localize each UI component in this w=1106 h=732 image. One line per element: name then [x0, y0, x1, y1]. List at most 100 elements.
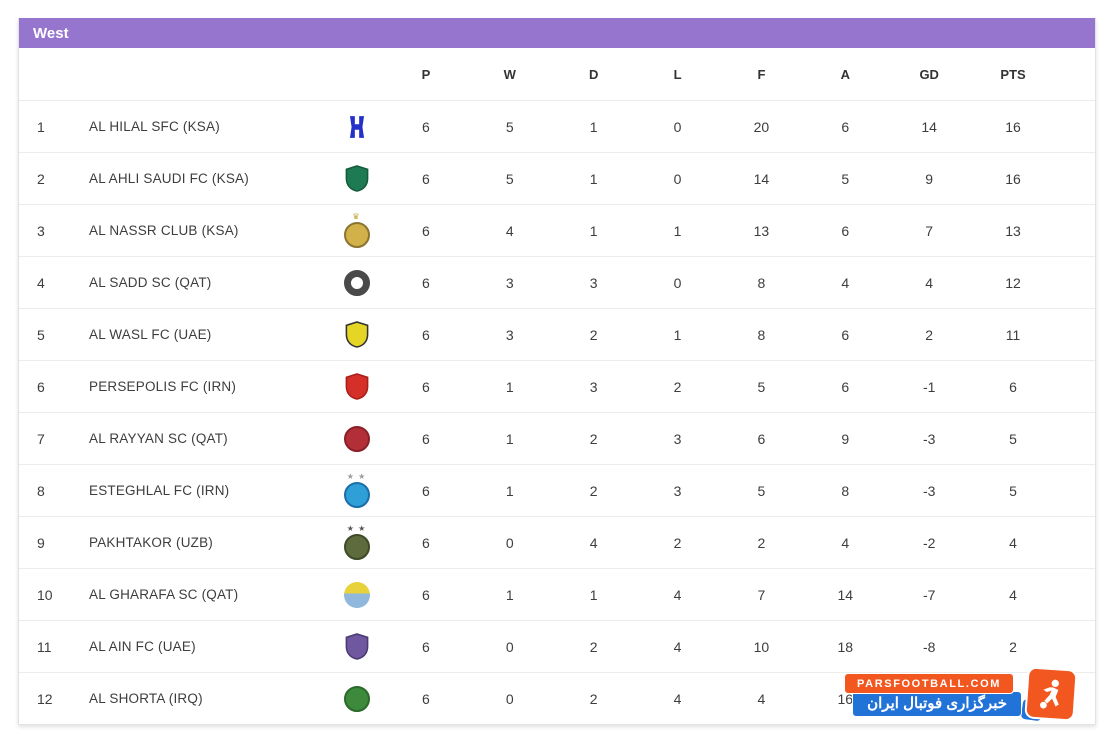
stat-l: 0 — [673, 170, 682, 187]
stat-l: 4 — [673, 638, 682, 655]
watermark-tagline: خبرگزاری فوتبال ایران — [852, 691, 1022, 717]
group-header-bar: West — [19, 18, 1095, 48]
al-ain-crest-icon — [329, 633, 384, 660]
stat-a: 5 — [841, 170, 850, 187]
stat-l: 1 — [673, 222, 682, 239]
stat-d: 2 — [589, 430, 598, 447]
stat-pts: 13 — [1005, 222, 1021, 239]
stat-p: 6 — [422, 430, 430, 447]
team-name: AL SADD SC (QAT) — [89, 275, 212, 290]
stat-d: 1 — [589, 222, 598, 239]
al-shorta-crest-icon — [329, 685, 384, 712]
table-row: 1 AL HILAL SFC (KSA) 6 5 1 0 20 6 14 16 — [19, 100, 1095, 152]
stat-w: 1 — [505, 378, 514, 395]
stat-w: 5 — [505, 118, 514, 135]
stat-d: 2 — [589, 690, 598, 707]
table-row: 10 AL GHARAFA SC (QAT) 6 1 1 4 7 14 -7 4 — [19, 568, 1095, 620]
team-name: AL NASSR CLUB (KSA) — [89, 223, 239, 238]
al-hilal-crest-icon — [329, 114, 384, 140]
stat-gd: 9 — [925, 170, 934, 187]
team-rank: 4 — [37, 274, 45, 291]
stat-l: 0 — [673, 274, 682, 291]
table-row: 7 AL RAYYAN SC (QAT) 6 1 2 3 6 9 -3 5 — [19, 412, 1095, 464]
table-row: 8 ESTEGHLAL FC (IRN) ★ ★ 6 1 2 3 5 8 -3 5 — [19, 464, 1095, 516]
watermark-banners: PARSFOOTBALL.COM خبرگزاری فوتبال ایران — [844, 673, 1022, 717]
column-header-p: P — [421, 66, 431, 82]
stat-f: 5 — [757, 482, 766, 499]
al-wasl-crest-icon — [329, 321, 384, 348]
stat-gd: -3 — [922, 482, 936, 499]
stat-p: 6 — [422, 534, 430, 551]
stat-a: 18 — [837, 638, 854, 655]
pakhtakor-crest-icon-ornament: ★ ★ — [346, 524, 367, 533]
stat-gd: 7 — [925, 222, 934, 239]
column-header-d: D — [588, 66, 599, 82]
stat-column-headers: P W D L F A GD PTS — [384, 67, 1055, 82]
stat-f: 8 — [757, 274, 766, 291]
team-stats: 6 1 2 3 6 9 -3 5 — [384, 431, 1055, 447]
stat-w: 3 — [505, 274, 514, 291]
al-gharafa-crest-icon — [329, 581, 384, 608]
standings-rows: 1 AL HILAL SFC (KSA) 6 5 1 0 20 6 14 16 2 AL AH… — [19, 100, 1095, 724]
stat-pts: 2 — [1009, 638, 1017, 655]
parsfootball-watermark: PARSFOOTBALL.COM خبرگزاری فوتبال ایران — [844, 666, 1078, 722]
stat-gd: 14 — [921, 118, 937, 135]
al-ahli-crest-icon — [329, 165, 384, 192]
stat-w: 5 — [505, 170, 514, 187]
stat-d: 1 — [589, 170, 598, 187]
stat-f: 20 — [753, 118, 770, 135]
stat-p: 6 — [422, 586, 430, 603]
team-stats: 6 5 1 0 14 5 9 16 — [384, 171, 1055, 187]
stat-d: 3 — [589, 378, 598, 395]
stat-a: 6 — [841, 222, 850, 239]
stat-gd: -8 — [922, 638, 936, 655]
table-row: 5 AL WASL FC (UAE) 6 3 2 1 8 6 2 11 — [19, 308, 1095, 360]
stat-pts: 5 — [1009, 430, 1017, 447]
stat-a: 6 — [841, 326, 850, 343]
pakhtakor-crest-icon: ★ ★ — [329, 525, 384, 560]
stat-a: 8 — [841, 482, 850, 499]
column-header-w: W — [503, 66, 516, 82]
column-header-pts: PTS — [1000, 66, 1026, 82]
stat-gd: -3 — [922, 430, 936, 447]
team-name: AL RAYYAN SC (QAT) — [89, 431, 228, 446]
table-row: 3 AL NASSR CLUB (KSA) ♛ 6 4 1 1 13 6 7 13 — [19, 204, 1095, 256]
al-rayyan-crest-icon — [329, 425, 384, 452]
stat-gd: -1 — [922, 378, 936, 395]
table-row: 9 PAKHTAKOR (UZB) ★ ★ 6 0 4 2 2 4 -2 4 — [19, 516, 1095, 568]
stat-p: 6 — [422, 638, 430, 655]
table-row: 11 AL AIN FC (UAE) 6 0 2 4 10 18 -8 2 — [19, 620, 1095, 672]
watermark-site-url: PARSFOOTBALL.COM — [844, 673, 1014, 694]
stat-pts: 4 — [1009, 586, 1017, 603]
team-name: AL AIN FC (UAE) — [89, 639, 196, 654]
team-stats: 6 1 1 4 7 14 -7 4 — [384, 587, 1055, 603]
team-name: AL AHLI SAUDI FC (KSA) — [89, 171, 249, 186]
team-name: PERSEPOLIS FC (IRN) — [89, 379, 237, 394]
column-header-gd: GD — [919, 66, 939, 82]
stat-w: 1 — [505, 430, 514, 447]
stat-pts: 6 — [1009, 378, 1017, 395]
stat-f: 8 — [757, 326, 766, 343]
stat-l: 4 — [673, 690, 682, 707]
al-sadd-crest-icon — [329, 269, 384, 296]
team-stats: 6 4 1 1 13 6 7 13 — [384, 223, 1055, 239]
stat-d: 3 — [589, 274, 598, 291]
stat-p: 6 — [422, 326, 430, 343]
team-rank: 1 — [37, 118, 45, 135]
persepolis-crest-icon — [329, 373, 384, 400]
stat-pts: 11 — [1005, 326, 1021, 343]
stat-pts: 16 — [1005, 118, 1021, 135]
team-name: AL HILAL SFC (KSA) — [89, 119, 220, 134]
stat-w: 1 — [505, 482, 514, 499]
stat-a: 4 — [841, 534, 850, 551]
stat-pts: 5 — [1009, 482, 1017, 499]
team-stats: 6 0 2 4 10 18 -8 2 — [384, 639, 1055, 655]
stat-a: 14 — [837, 586, 854, 603]
stat-l: 1 — [673, 326, 682, 343]
watermark-logo — [1020, 666, 1078, 722]
stat-d: 1 — [589, 586, 598, 603]
stat-f: 13 — [753, 222, 770, 239]
al-nassr-crest-icon: ♛ — [329, 213, 384, 248]
stat-f: 2 — [757, 534, 766, 551]
team-name: ESTEGHLAL FC (IRN) — [89, 483, 230, 498]
